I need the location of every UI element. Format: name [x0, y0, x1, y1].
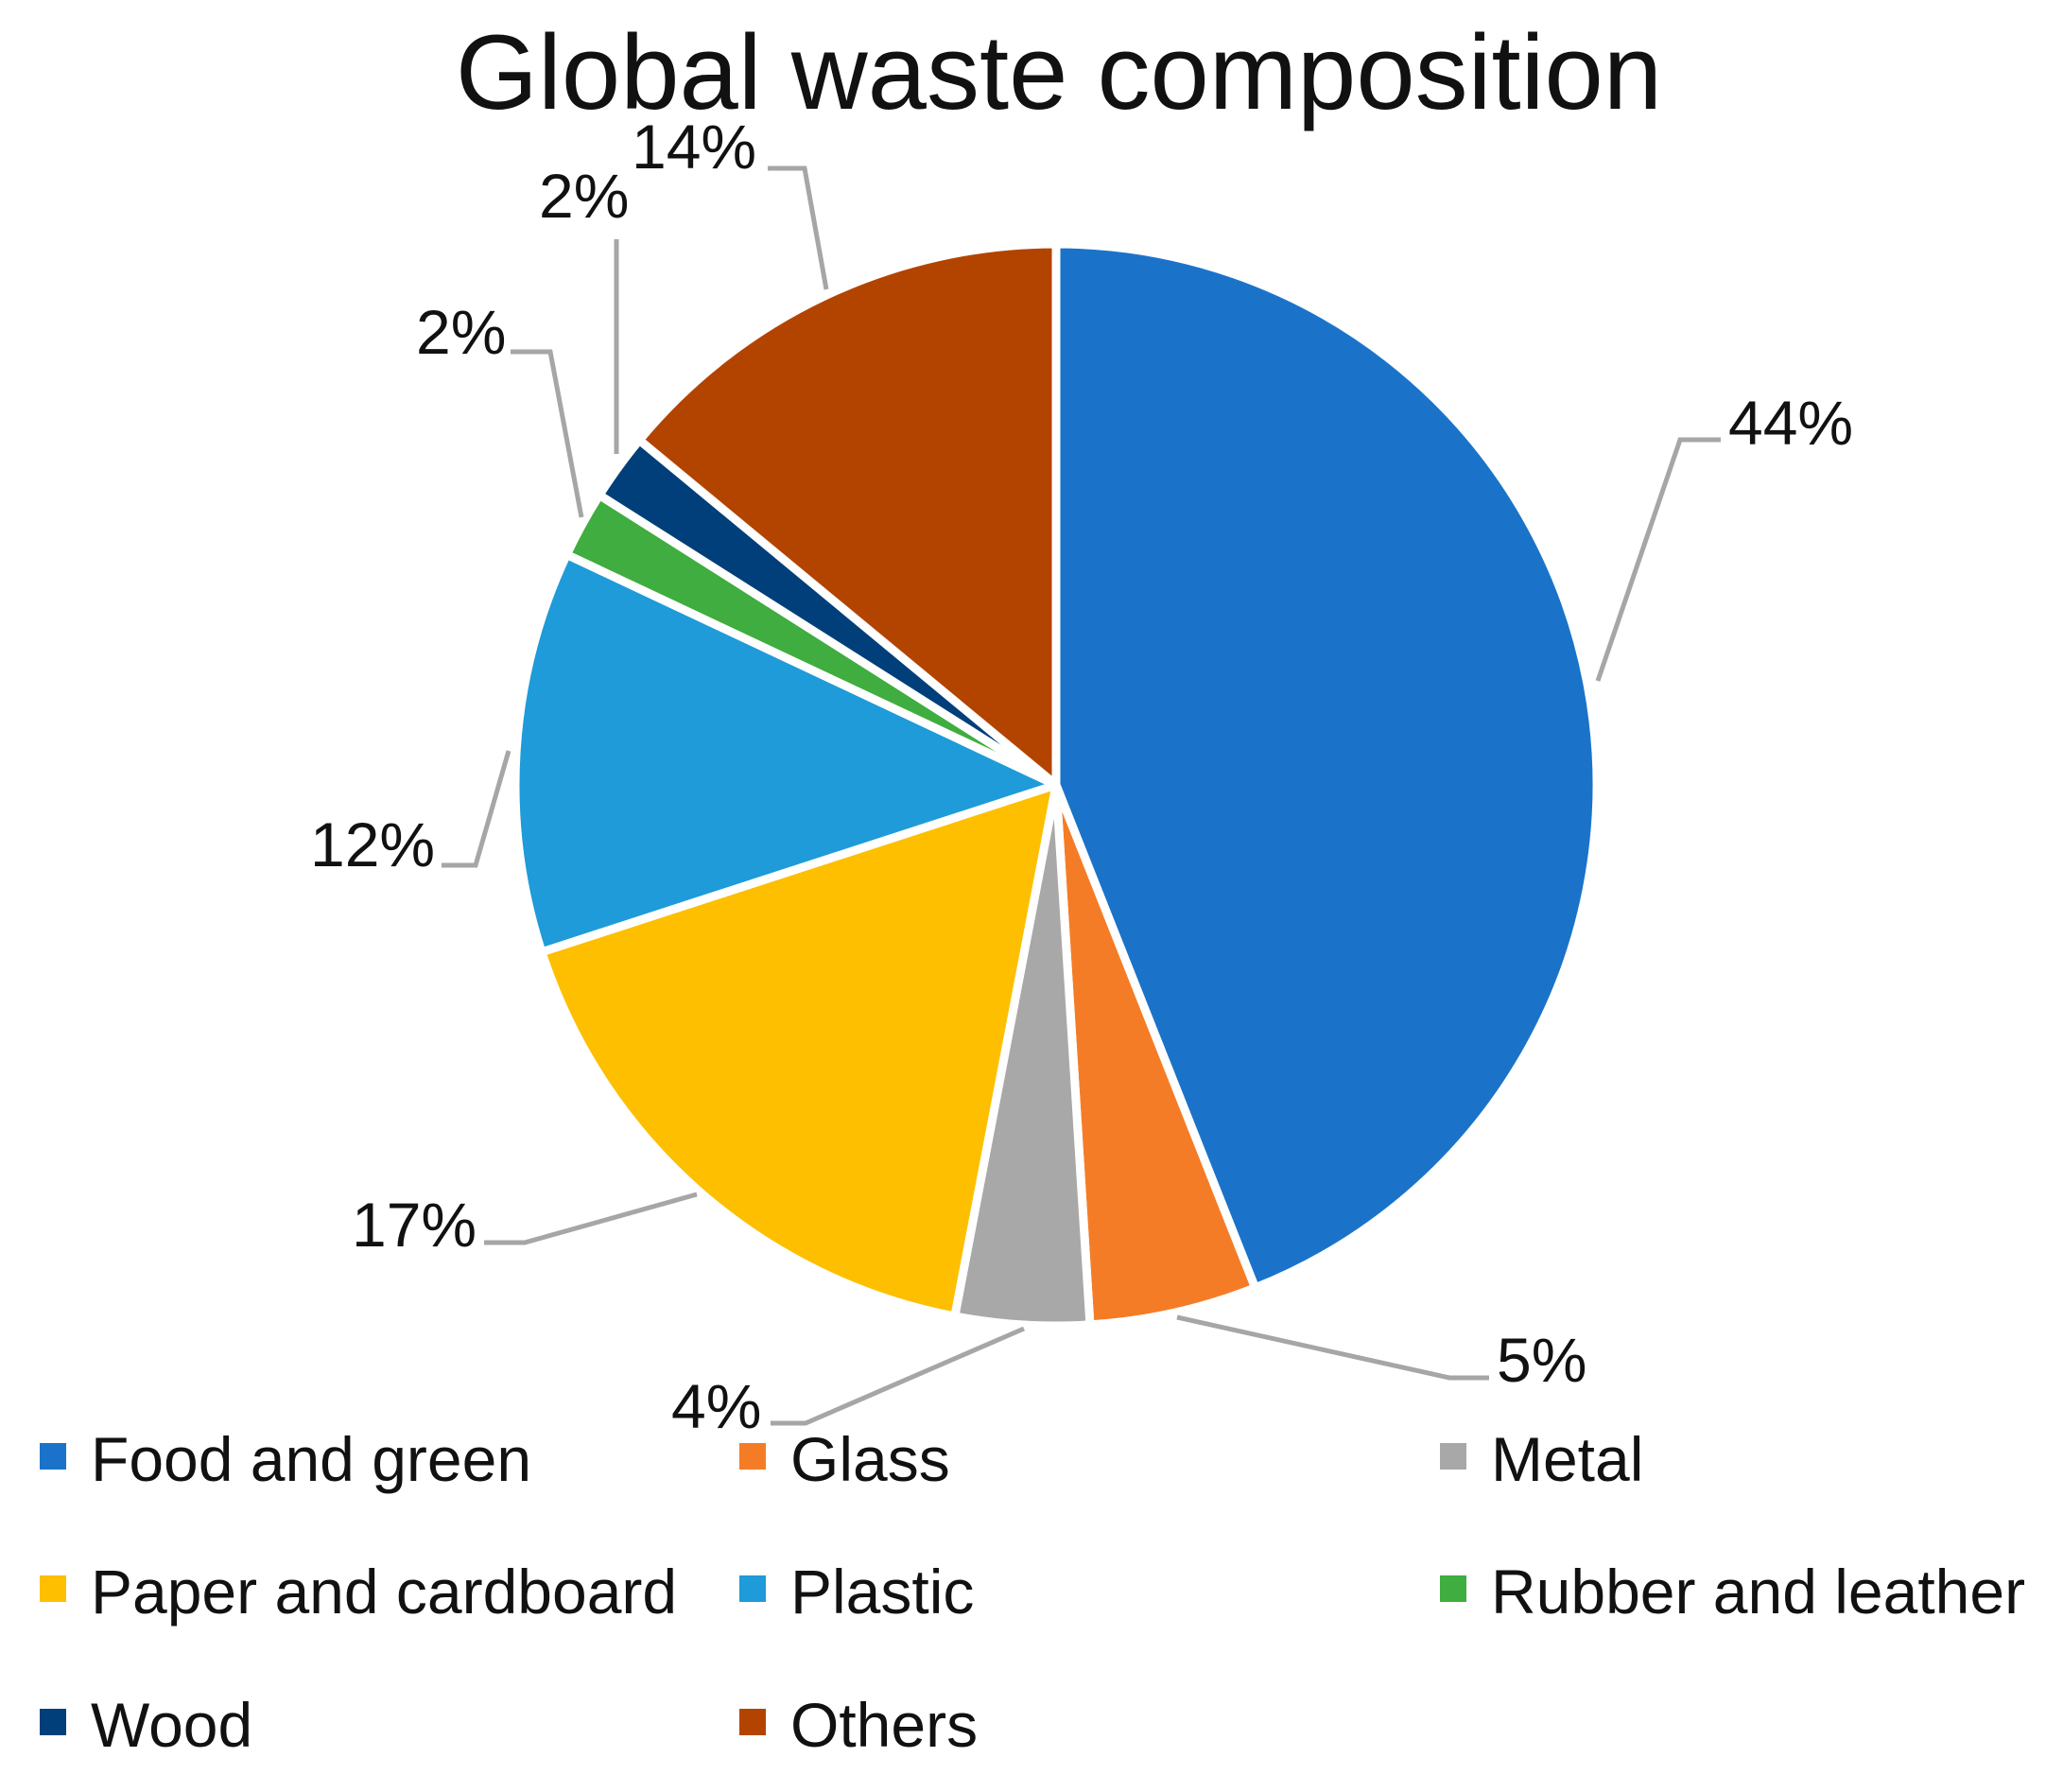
data-label-metal: 4% — [671, 1371, 761, 1441]
leader-line-rubber-and-leather — [511, 349, 584, 518]
legend-swatch-metal — [1440, 1443, 1466, 1470]
data-label-food-and-green: 44% — [1728, 388, 1853, 458]
pie-slice-glass — [1051, 780, 1260, 1330]
pie-slice-plastic — [511, 549, 1061, 957]
legend-label-food-and-green: Food and green — [91, 1424, 531, 1494]
legend-label-others: Others — [790, 1690, 978, 1760]
legend-label-wood: Wood — [91, 1690, 252, 1760]
leader-line-plastic — [442, 750, 511, 868]
pie-slice-food-and-green — [1051, 239, 1602, 1293]
leader-line-paper-and-cardboard — [484, 1192, 698, 1245]
legend-item-glass: Glass — [739, 1424, 950, 1494]
legend-swatch-others — [739, 1709, 766, 1735]
pie-slice-others — [634, 239, 1061, 790]
data-label-glass: 5% — [1497, 1325, 1586, 1395]
data-label-paper-and-cardboard: 17% — [352, 1190, 477, 1260]
legend-item-paper-and-cardboard: Paper and cardboard — [40, 1557, 677, 1627]
leader-line-glass — [1176, 1314, 1489, 1381]
data-labels: 44%5%4%17%12%2%2%14% — [310, 112, 1853, 1441]
data-label-rubber-and-leather: 2% — [416, 297, 506, 367]
leader-lines — [442, 165, 1721, 1426]
pie-slice-paper-and-cardboard — [537, 780, 1061, 1321]
legend-item-wood: Wood — [40, 1690, 252, 1760]
legend-item-others: Others — [739, 1690, 978, 1760]
data-label-wood: 2% — [539, 161, 629, 231]
pie-slices — [511, 239, 1602, 1331]
leader-line-food-and-green — [1595, 437, 1721, 682]
legend-item-plastic: Plastic — [739, 1557, 974, 1627]
legend-swatch-glass — [739, 1443, 766, 1470]
legend-label-paper-and-cardboard: Paper and cardboard — [91, 1557, 677, 1627]
legend-item-metal: Metal — [1440, 1424, 1643, 1494]
legend-swatch-food-and-green — [40, 1443, 66, 1470]
legend-swatch-paper-and-cardboard — [40, 1575, 66, 1602]
legend-swatch-rubber-and-leather — [1440, 1575, 1466, 1602]
legend-swatch-wood — [40, 1709, 66, 1735]
legend-swatch-plastic — [739, 1575, 766, 1602]
legend-item-rubber-and-leather: Rubber and leather — [1440, 1557, 2025, 1627]
data-label-plastic: 12% — [310, 809, 435, 879]
leader-line-metal — [771, 1326, 1025, 1426]
legend-label-metal: Metal — [1491, 1424, 1643, 1494]
legend-label-plastic: Plastic — [790, 1557, 974, 1627]
legend-label-glass: Glass — [790, 1424, 950, 1494]
data-label-others: 14% — [632, 112, 756, 182]
leader-line-others — [768, 165, 829, 290]
chart-title: Global waste composition — [456, 13, 1662, 131]
legend-item-food-and-green: Food and green — [40, 1424, 531, 1494]
legend: Food and green Glass Metal Paper and cardbo… — [40, 1424, 2025, 1760]
legend-label-rubber-and-leather: Rubber and leather — [1491, 1557, 2025, 1627]
